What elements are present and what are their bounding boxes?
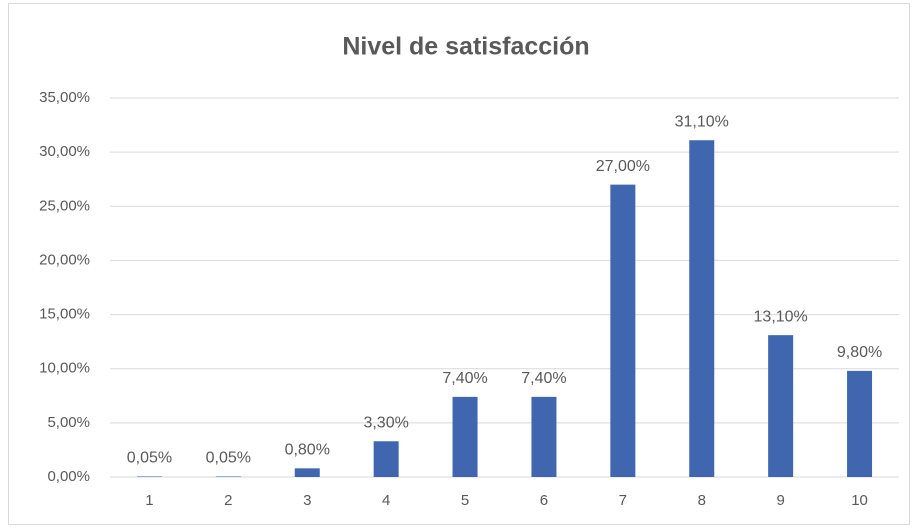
- x-tick-label: 5: [461, 492, 469, 509]
- x-tick-label: 7: [619, 492, 627, 509]
- data-label: 0,05%: [206, 450, 251, 467]
- x-tick-label: 2: [224, 492, 232, 509]
- bar: [847, 370, 873, 477]
- bar: [373, 441, 399, 477]
- y-tick-label: 20,00%: [39, 251, 90, 268]
- y-tick-label: 5,00%: [47, 414, 90, 431]
- data-label: 7,40%: [521, 370, 566, 387]
- data-label: 27,00%: [596, 158, 650, 175]
- bar: [215, 476, 241, 477]
- x-tick-label: 4: [382, 492, 390, 509]
- x-tick-label: 10: [851, 492, 868, 509]
- bar: [768, 335, 794, 477]
- bar: [531, 396, 557, 477]
- y-tick-label: 30,00%: [39, 143, 90, 160]
- x-tick-label: 6: [540, 492, 548, 509]
- y-tick-label: 10,00%: [39, 360, 90, 377]
- bar: [610, 184, 636, 477]
- x-tick-label: 9: [776, 492, 784, 509]
- x-tick-label: 1: [145, 492, 153, 509]
- y-tick-label: 35,00%: [39, 89, 90, 106]
- y-tick-label: 15,00%: [39, 306, 90, 323]
- data-label: 7,40%: [442, 370, 487, 387]
- y-tick-label: 0,00%: [47, 468, 90, 485]
- bar: [136, 476, 162, 477]
- bar: [452, 396, 478, 477]
- data-label: 0,80%: [285, 442, 330, 459]
- data-label: 3,30%: [363, 414, 408, 431]
- x-tick-label: 8: [698, 492, 706, 509]
- x-tick-label: 3: [303, 492, 311, 509]
- y-tick-label: 25,00%: [39, 197, 90, 214]
- data-label: 9,80%: [837, 344, 882, 361]
- data-label: 0,05%: [127, 450, 172, 467]
- bar: [294, 468, 320, 477]
- data-label: 31,10%: [675, 113, 729, 130]
- data-label: 13,10%: [754, 308, 808, 325]
- bar: [689, 140, 715, 477]
- chart-title: Nivel de satisfacción: [342, 33, 589, 61]
